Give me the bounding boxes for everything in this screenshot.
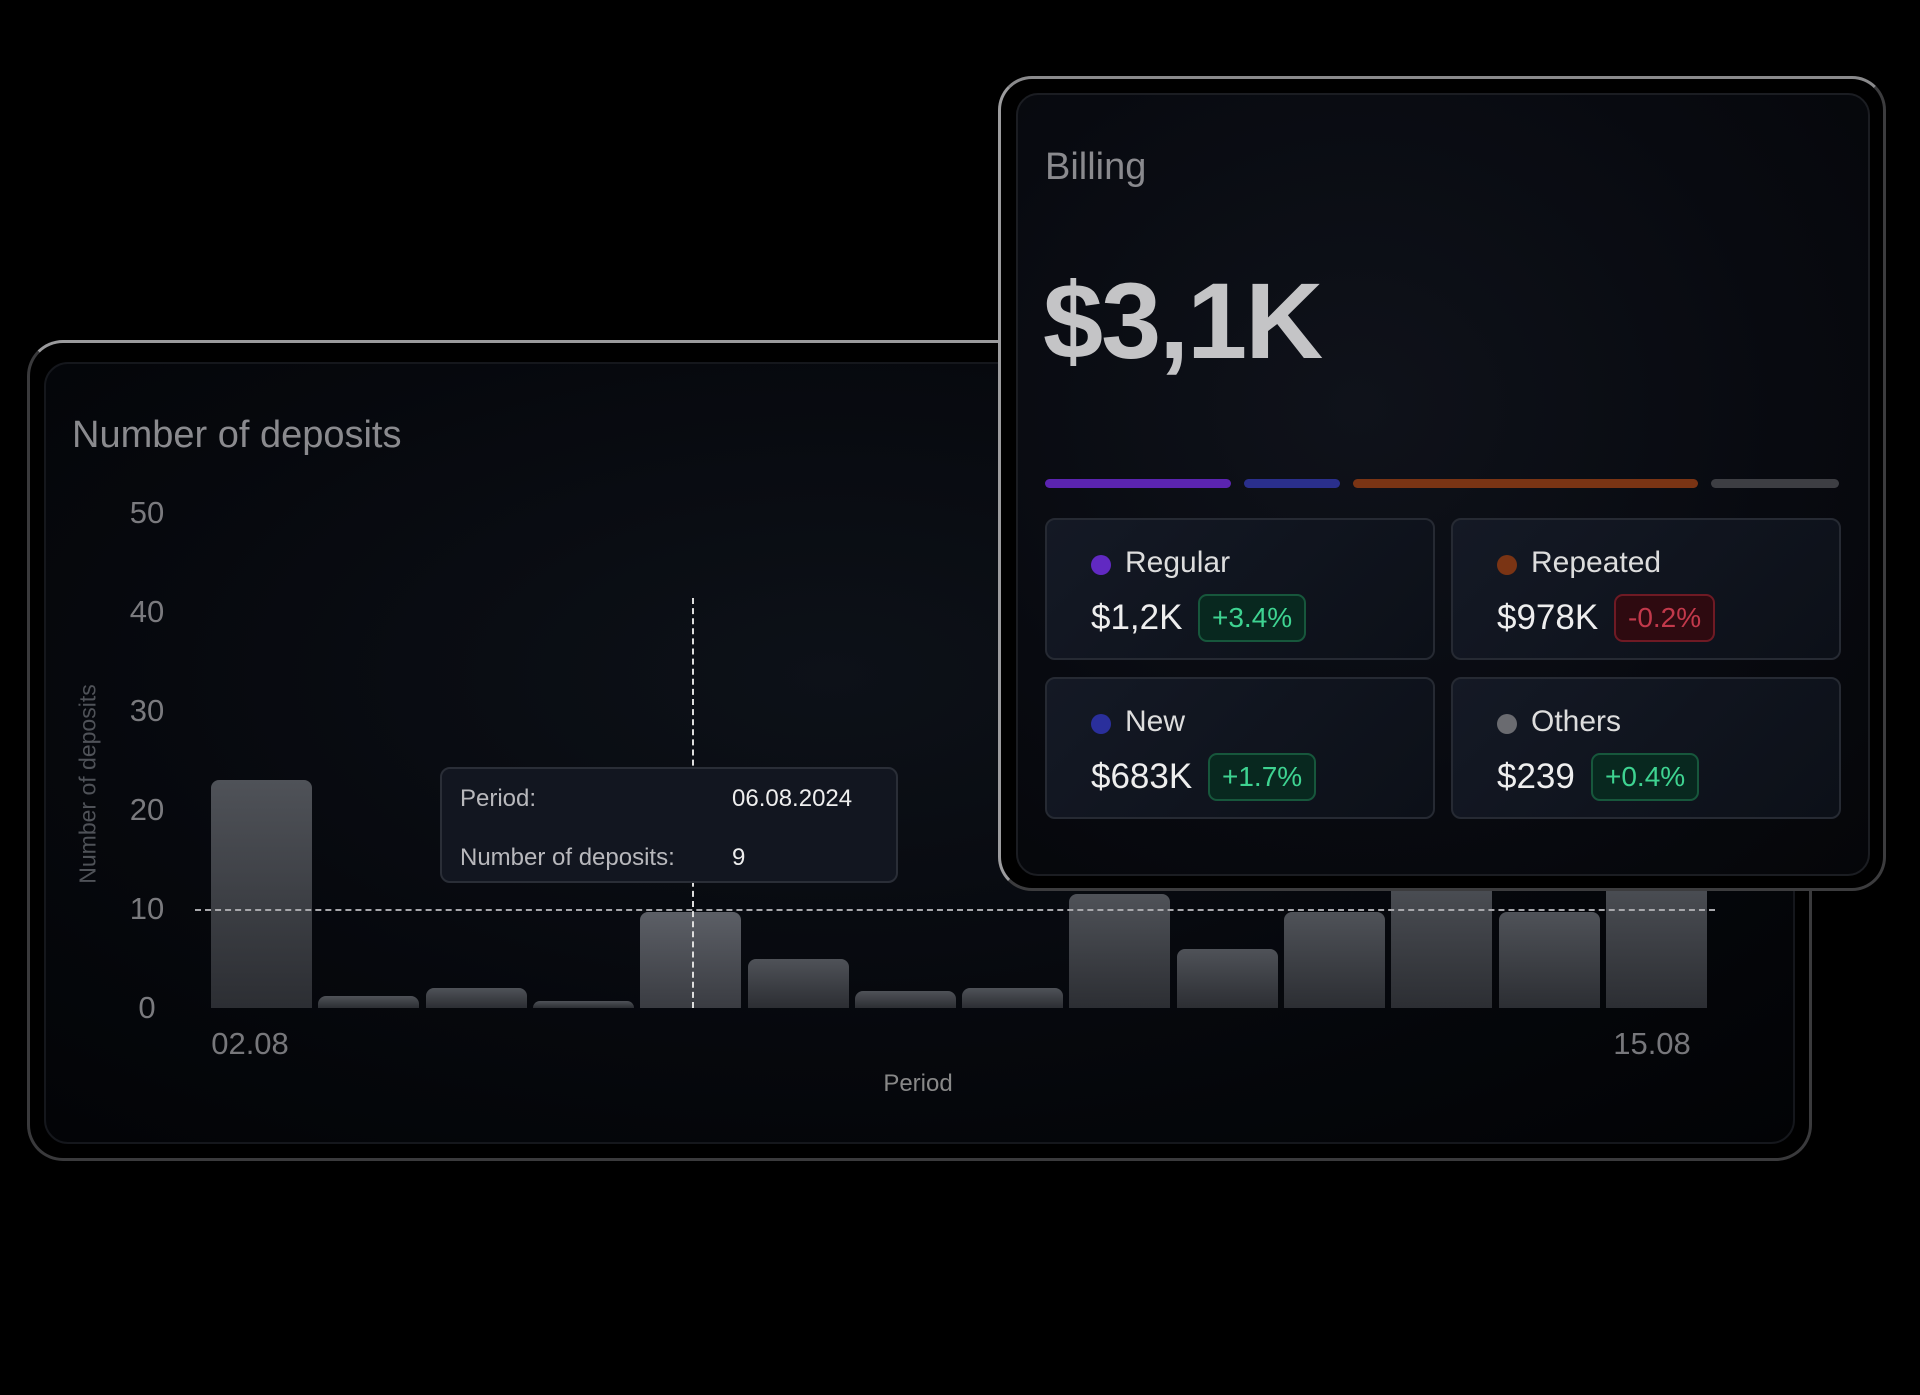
billing-tile-regular[interactable]: Regular $1,2K +3.4%	[1045, 518, 1435, 660]
y-tick-label: 30	[129, 693, 165, 728]
bar-13.08[interactable]	[1391, 869, 1493, 1008]
tile-value: $1,2K	[1091, 598, 1183, 637]
tile-label: New	[1125, 705, 1186, 738]
y-tick-label: 0	[138, 990, 156, 1025]
tooltip-period-label: Period:	[460, 785, 537, 812]
tile-label: Regular	[1125, 546, 1231, 579]
segment-regular	[1045, 479, 1231, 488]
legend-dot-icon	[1497, 714, 1517, 734]
billing-title: Billing	[1045, 146, 1147, 188]
billing-total: $3,1K	[1043, 260, 1323, 381]
deposits-title: Number of deposits	[72, 414, 402, 456]
tile-label: Repeated	[1531, 546, 1662, 579]
chart-tooltip: Period: 06.08.2024 Number of deposits: 9	[440, 767, 898, 883]
tile-label: Others	[1531, 705, 1622, 738]
y-tick-label: 40	[129, 594, 165, 629]
y-axis-title: Number of deposits	[74, 684, 101, 884]
bar-08.08[interactable]	[854, 991, 956, 1008]
y-tick-label: 10	[129, 891, 165, 926]
change-badge: +0.4%	[1591, 753, 1700, 801]
reference-line	[195, 909, 1715, 911]
billing-tile-others[interactable]: Others $239 +0.4%	[1451, 677, 1841, 819]
bar-10.08[interactable]	[1069, 894, 1171, 1008]
change-badge: +3.4%	[1198, 594, 1307, 642]
segment-others	[1711, 479, 1839, 488]
billing-tile-repeated[interactable]: Repeated $978K -0.2%	[1451, 518, 1841, 660]
tooltip-count-label: Number of deposits:	[460, 844, 675, 871]
x-tick-label: 02.08	[211, 1026, 289, 1061]
change-badge: -0.2%	[1614, 594, 1716, 642]
bar-02.08[interactable]	[211, 780, 312, 1008]
bar-03.08[interactable]	[318, 996, 420, 1008]
segment-new	[1243, 479, 1340, 488]
billing-tile-new[interactable]: New $683K +1.7%	[1045, 677, 1435, 819]
segment-repeated	[1352, 479, 1699, 488]
bar-09.08[interactable]	[962, 988, 1064, 1008]
bar-06.08[interactable]	[640, 911, 742, 1008]
bar-15.08[interactable]	[1605, 869, 1707, 1008]
x-tick-label: 15.08	[1613, 1026, 1691, 1061]
y-tick-label: 20	[129, 792, 165, 827]
bar-04.08[interactable]	[425, 988, 527, 1008]
tooltip-period-value: 06.08.2024	[732, 785, 853, 812]
bar-11.08[interactable]	[1176, 948, 1278, 1008]
change-badge: +1.7%	[1208, 753, 1317, 801]
legend-dot-icon	[1497, 555, 1517, 575]
tooltip-count-value: 9	[732, 844, 746, 871]
legend-dot-icon	[1091, 714, 1111, 734]
bar-12.08[interactable]	[1284, 911, 1385, 1008]
x-axis-title: Period	[883, 1070, 953, 1097]
bar-14.08[interactable]	[1498, 911, 1600, 1008]
bar-07.08[interactable]	[747, 958, 849, 1008]
bar-05.08[interactable]	[532, 1001, 634, 1008]
legend-dot-icon	[1091, 555, 1111, 575]
tile-value: $683K	[1091, 757, 1193, 796]
tile-value: $978K	[1497, 598, 1599, 637]
tile-value: $239	[1497, 757, 1575, 796]
y-tick-label: 50	[129, 495, 165, 530]
